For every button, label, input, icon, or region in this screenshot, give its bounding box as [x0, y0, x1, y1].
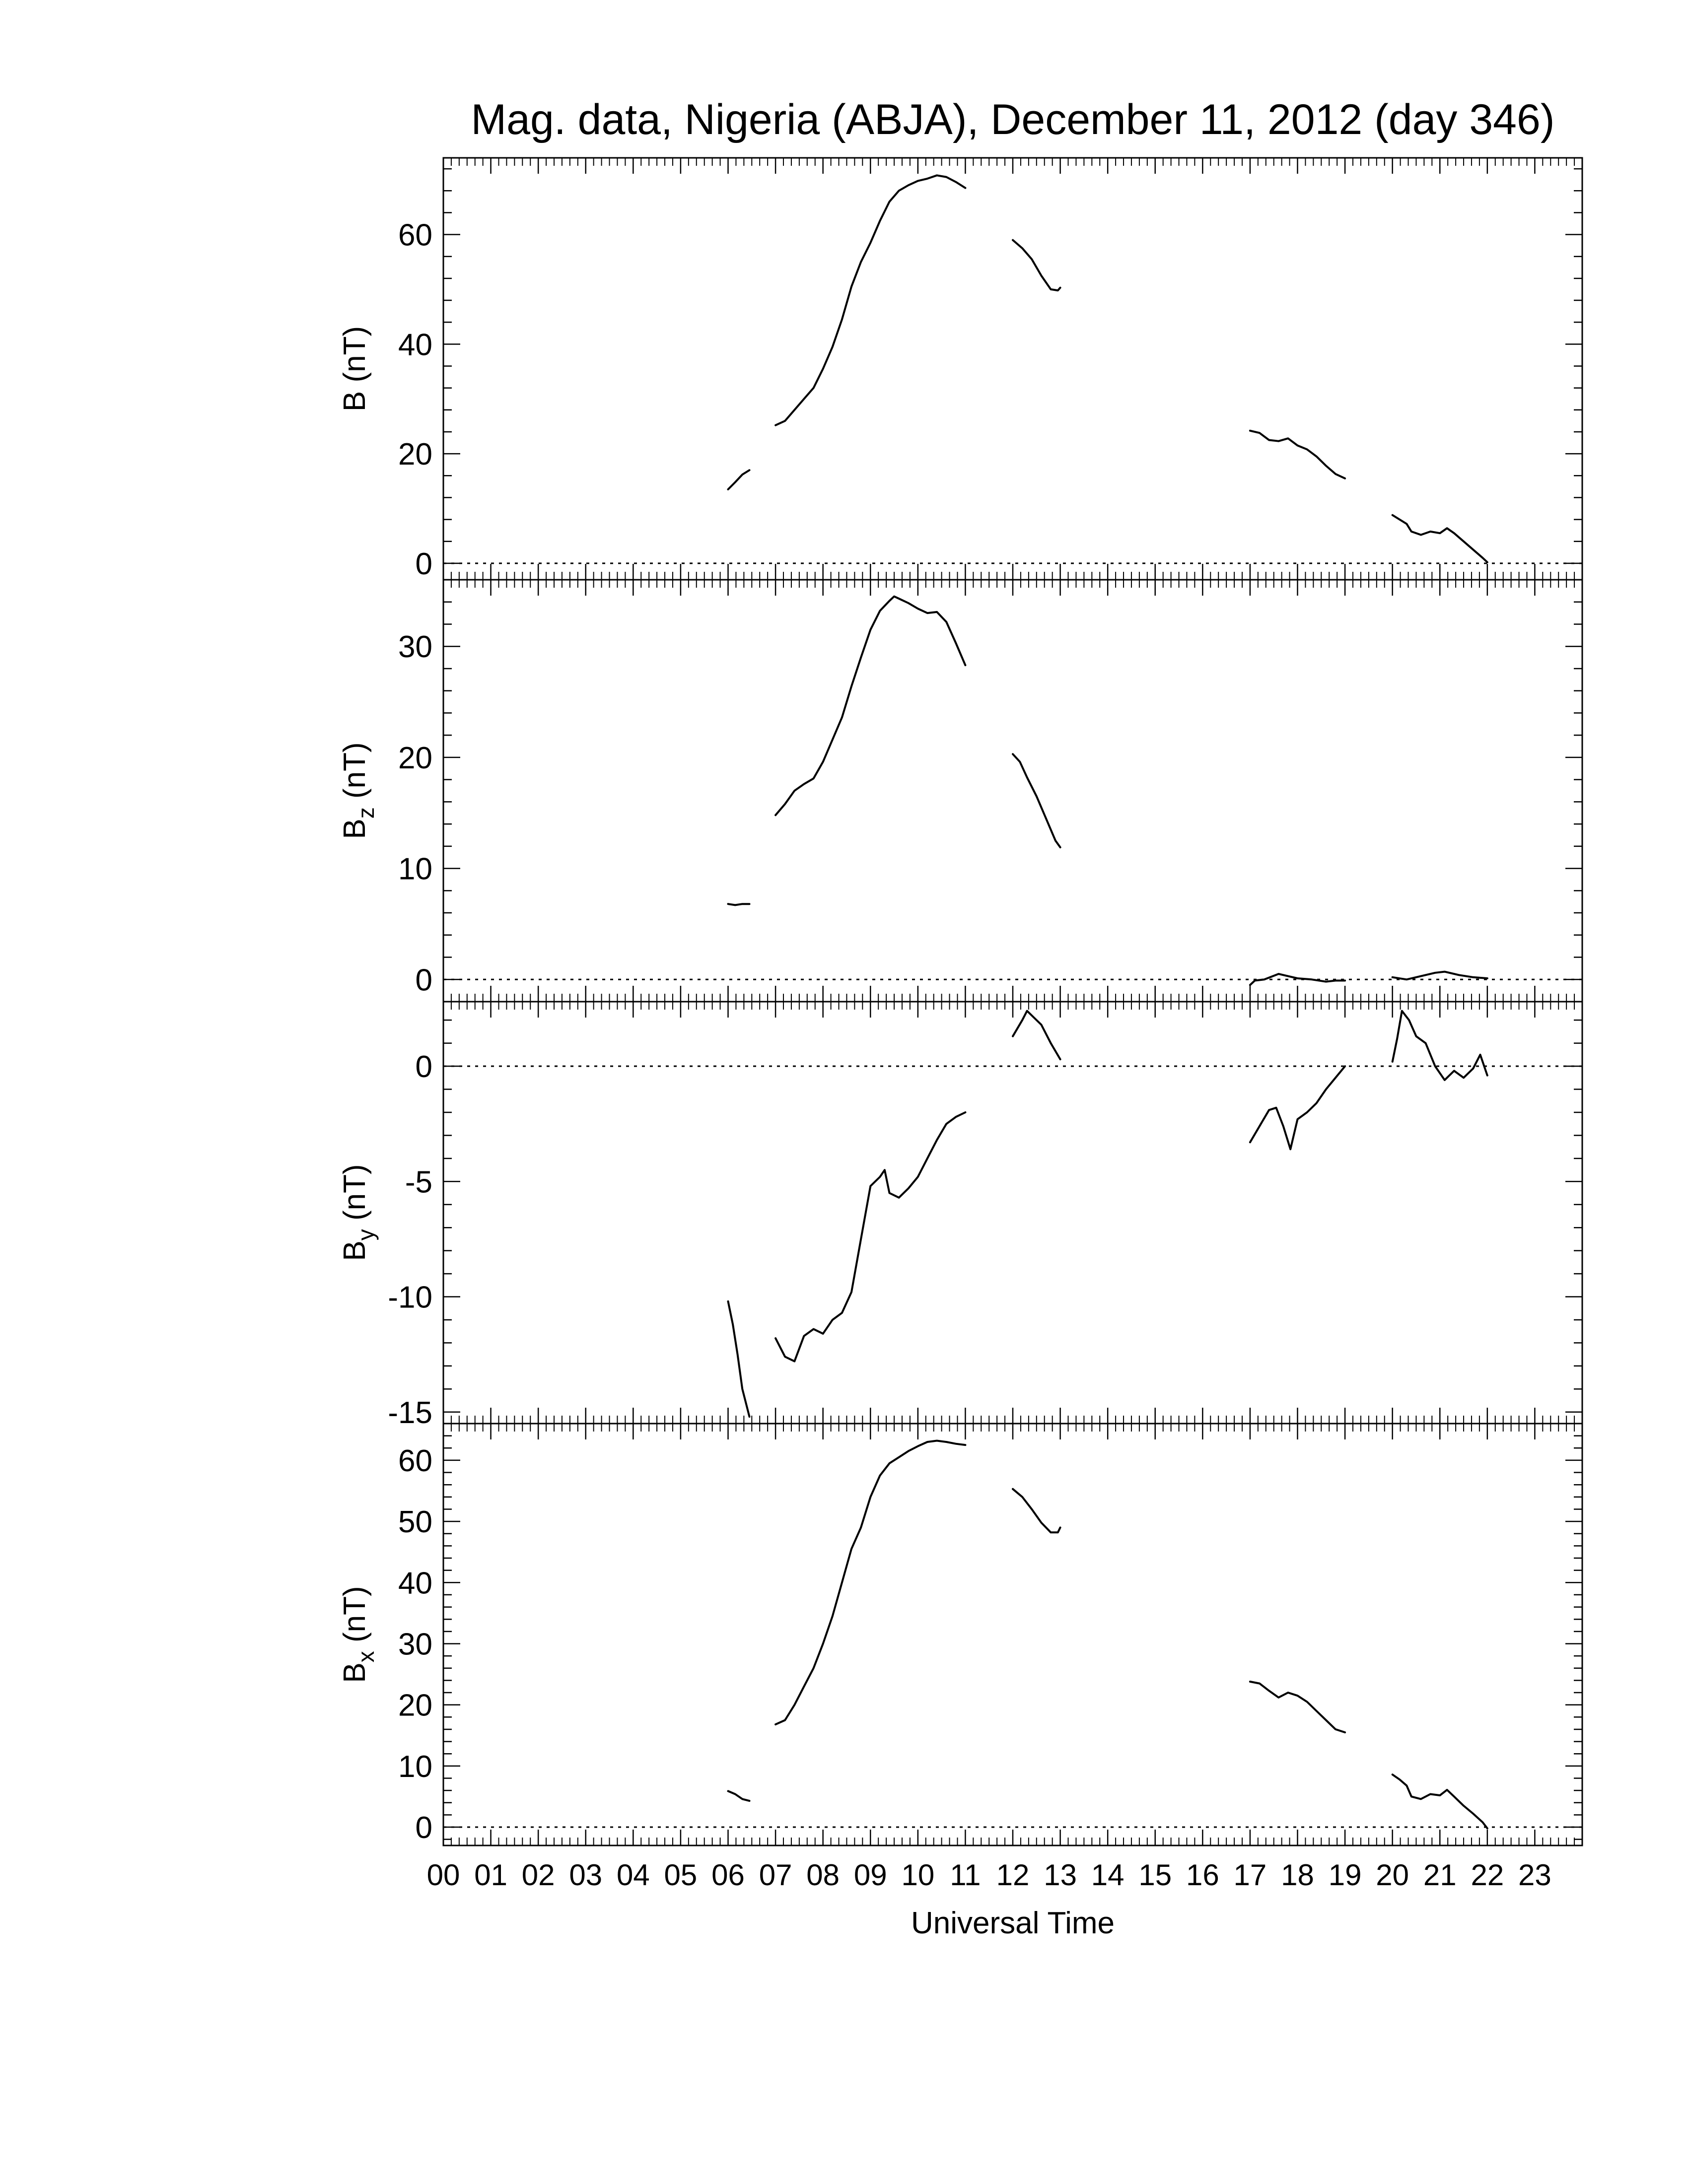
- y-axis-label-main: B: [338, 819, 372, 839]
- series-line-Bx-segment-1: [727, 1790, 751, 1802]
- x-tick-label: 16: [1186, 1858, 1219, 1892]
- series-line-By-segment-5: [1391, 1010, 1488, 1081]
- x-axis: 00 01 02 03 04 05 06 07 08 09 10 11 12 13 14 15 16 17 18 19…: [427, 1858, 1551, 1892]
- series-line-Bz-segment-2: [774, 595, 967, 817]
- y-axis-label: B (nT): [338, 326, 372, 411]
- x-tick-label: 23: [1518, 1858, 1551, 1892]
- series-line-Bx-segment-5: [1391, 1774, 1488, 1830]
- y-tick-label: 10: [398, 852, 432, 887]
- x-tick-label: 10: [901, 1858, 934, 1892]
- chart-title: Mag. data, Nigeria (ABJA), December 11, …: [471, 96, 1555, 143]
- series-line-Bx-segment-2: [774, 1439, 967, 1726]
- y-axis-label-unit: (nT): [338, 1586, 372, 1651]
- x-axis-label: Universal Time: [911, 1906, 1115, 1940]
- x-tick-label: 14: [1091, 1858, 1125, 1892]
- x-tick-label: 17: [1234, 1858, 1267, 1892]
- y-tick-label: 60: [398, 218, 432, 253]
- panel-frame-By: [442, 1001, 1583, 1425]
- series-line-B-segment-3: [1012, 239, 1061, 292]
- y-axis-label: Bx (nT): [338, 1586, 379, 1683]
- series-line-B-segment-5: [1391, 514, 1488, 563]
- x-tick-label: 22: [1471, 1858, 1504, 1892]
- y-tick-label: -15: [388, 1396, 432, 1430]
- y-axis-label: By (nT): [338, 1164, 379, 1261]
- y-axis-label-main: B: [338, 1662, 372, 1683]
- series-line-Bz-segment-4: [1249, 973, 1346, 986]
- panel-Bz: 0 10 20 30 Bz (nT): [338, 579, 1583, 1003]
- y-tick-label: -10: [388, 1281, 432, 1315]
- panel-frame-B: [442, 157, 1583, 581]
- y-tick-label: 50: [398, 1505, 432, 1539]
- x-tick-label: 21: [1423, 1858, 1457, 1892]
- series-line-By-segment-2: [774, 1111, 967, 1363]
- y-tick-label: 30: [398, 630, 432, 664]
- x-tick-label: 04: [617, 1858, 650, 1892]
- x-tick-label: 05: [664, 1858, 698, 1892]
- series-line-By-segment-4: [1249, 1065, 1346, 1151]
- series-line-B-segment-1: [727, 469, 751, 490]
- series-line-By-segment-1: [727, 1300, 751, 1418]
- y-axis-label-unit: (nT): [338, 742, 372, 807]
- x-tick-label: 08: [806, 1858, 840, 1892]
- y-tick-label: 0: [416, 1811, 432, 1845]
- series-line-Bx-segment-3: [1012, 1488, 1061, 1534]
- series-line-Bx-segment-4: [1249, 1680, 1346, 1734]
- x-tick-label: 02: [522, 1858, 555, 1892]
- x-tick-label: 19: [1329, 1858, 1362, 1892]
- y-axis-label: Bz (nT): [338, 742, 379, 839]
- y-axis-label-subscript: z: [353, 807, 379, 819]
- x-tick-label: 20: [1376, 1858, 1409, 1892]
- x-tick-label: 03: [569, 1858, 602, 1892]
- x-tick-label: 06: [711, 1858, 745, 1892]
- y-tick-label: -5: [405, 1165, 432, 1199]
- x-tick-label: 07: [759, 1858, 792, 1892]
- series-line-B-segment-2: [774, 174, 967, 426]
- y-tick-label: 0: [416, 963, 432, 997]
- y-tick-label: 20: [398, 437, 432, 472]
- panel-By: -15 -10 -5 0 By (nT): [338, 1001, 1583, 1430]
- y-tick-label: 20: [398, 741, 432, 775]
- y-tick-label: 40: [398, 328, 432, 362]
- y-tick-label: 10: [398, 1750, 432, 1784]
- y-tick-label: 0: [416, 547, 432, 581]
- panel-B: 0 20 40 60 B (nT): [338, 157, 1583, 581]
- series-line-By-segment-3: [1012, 1010, 1061, 1061]
- y-tick-label: 20: [398, 1689, 432, 1723]
- y-axis-label-main: B (nT): [338, 326, 372, 411]
- x-tick-label: 13: [1044, 1858, 1077, 1892]
- panel-Bx: 0 10 20 30 40 50 60 Bx (nT): [338, 1423, 1583, 1846]
- panel-frame-Bx: [442, 1423, 1583, 1846]
- series-line-B-segment-4: [1249, 429, 1346, 479]
- x-tick-label: 09: [854, 1858, 887, 1892]
- series-line-Bz-segment-1: [727, 903, 751, 906]
- x-tick-label: 12: [996, 1858, 1030, 1892]
- series-line-Bz-segment-5: [1391, 970, 1488, 981]
- panel-frame-Bz: [442, 579, 1583, 1003]
- y-axis-label-subscript: y: [353, 1229, 379, 1240]
- x-tick-label: 18: [1281, 1858, 1314, 1892]
- y-axis-label-unit: (nT): [338, 1164, 372, 1229]
- y-tick-label: 60: [398, 1444, 432, 1478]
- series-line-Bz-segment-3: [1012, 753, 1061, 849]
- y-axis-label-subscript: x: [353, 1651, 379, 1662]
- y-axis-label-main: B: [338, 1240, 372, 1261]
- panels: 0 20 40 60 B (nT) 0 10 20 30 Bz (nT) -15 -10 -5 0 By (…: [338, 157, 1583, 1846]
- y-tick-label: 0: [416, 1050, 432, 1084]
- x-tick-label: 00: [427, 1858, 460, 1892]
- x-tick-label: 11: [950, 1858, 981, 1892]
- y-tick-label: 30: [398, 1627, 432, 1661]
- x-tick-label: 01: [474, 1858, 507, 1892]
- y-tick-label: 40: [398, 1566, 432, 1600]
- x-tick-label: 15: [1138, 1858, 1172, 1892]
